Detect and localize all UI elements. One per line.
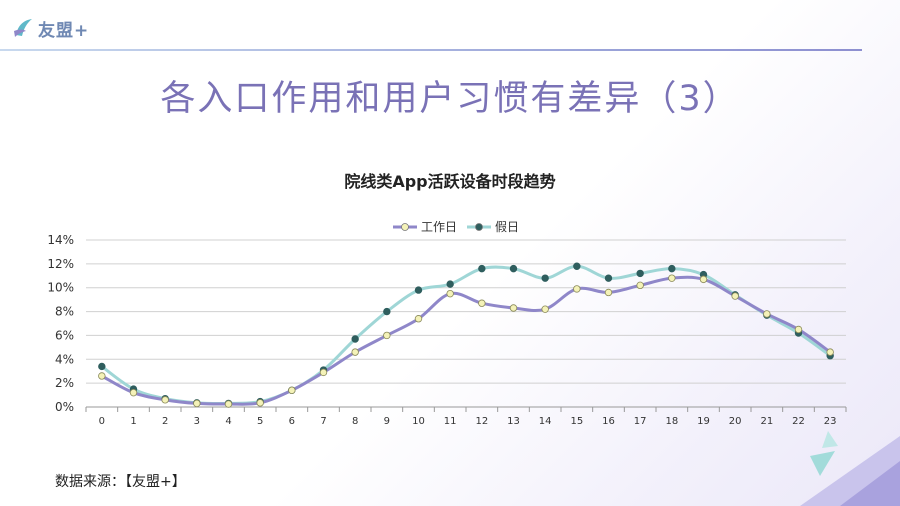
line-chart: 0%2%4%6%8%10%12%14%0 1 2 3 4 5 6 7 8 9 10 11 12 13 14 1… [47, 220, 847, 427]
y-tick-label: 4% [55, 352, 74, 366]
x-tick-label: 6 [289, 416, 295, 427]
data-point [604, 288, 613, 297]
data-point [351, 348, 359, 356]
data-point [794, 325, 803, 334]
data-point [604, 274, 613, 282]
data-point [826, 348, 834, 356]
x-tick-label: 3 [194, 416, 200, 427]
data-point [478, 299, 486, 307]
data-point [224, 400, 233, 408]
y-tick-label: 2% [55, 376, 74, 390]
data-point [699, 275, 708, 284]
x-tick-label: 4 [225, 416, 231, 427]
x-tick-label: 15 [570, 416, 583, 427]
x-tick-label: 19 [697, 416, 710, 427]
data-point [636, 281, 644, 290]
legend-swatch-marker [475, 223, 483, 231]
page-title: 各入口作用和用户习惯有差异（3） [160, 79, 740, 119]
x-tick-label: 0 [99, 416, 105, 427]
data-point [509, 264, 518, 273]
x-tick-label: 23 [824, 416, 837, 427]
data-point [383, 331, 391, 340]
data-point [763, 310, 771, 318]
data-point [668, 264, 676, 273]
data-source-note: 数据来源：【友盟+】 [55, 474, 186, 490]
logo-mark-icon [14, 19, 32, 37]
data-point [414, 286, 423, 294]
data-point [98, 362, 106, 371]
brand-logo: 友盟+ [12, 14, 89, 42]
x-tick-label: 8 [352, 416, 358, 427]
y-tick-label: 10% [47, 281, 74, 295]
x-tick-label: 10 [412, 416, 425, 427]
data-point [446, 289, 454, 298]
x-tick-label: 22 [792, 416, 805, 427]
data-point [478, 264, 486, 273]
x-tick-label: 12 [475, 416, 488, 427]
brand-name: 友盟+ [38, 20, 90, 41]
x-tick-label: 18 [665, 416, 678, 427]
x-tick-label: 21 [760, 416, 773, 427]
data-point [256, 399, 264, 407]
data-point [98, 372, 106, 380]
y-tick-label: 8% [55, 305, 74, 319]
x-tick-label: 16 [602, 416, 615, 427]
x-tick-label: 2 [162, 416, 168, 427]
data-point [541, 305, 549, 313]
data-point [731, 292, 739, 300]
data-point [636, 269, 644, 278]
data-point [668, 274, 676, 282]
y-tick-label: 6% [55, 328, 74, 342]
data-point [351, 335, 359, 343]
data-point [193, 399, 201, 408]
chart-title: 院线类App活跃设备时段趋势 [344, 172, 556, 191]
data-point [383, 307, 391, 316]
y-tick-label: 12% [47, 257, 74, 271]
x-tick-label: 13 [507, 416, 520, 427]
data-point [573, 285, 581, 293]
data-point [161, 396, 169, 404]
x-tick-label: 9 [384, 416, 390, 427]
y-tick-label: 14% [47, 233, 74, 247]
x-tick-label: 14 [539, 416, 552, 427]
series-line [101, 275, 832, 406]
data-point [414, 315, 423, 323]
data-point [319, 368, 328, 377]
data-point [446, 280, 454, 288]
x-tick-label: 5 [257, 416, 263, 427]
y-tick-label: 0% [55, 400, 74, 414]
header-divider [0, 49, 862, 51]
data-point [288, 386, 296, 394]
data-point [541, 274, 549, 282]
corner-decoration [800, 431, 900, 506]
legend-label: 工作日 [421, 220, 457, 234]
legend-label: 假日 [495, 220, 519, 234]
x-tick-label: 7 [320, 416, 326, 427]
data-point [509, 304, 518, 312]
data-point [573, 262, 581, 270]
x-tick-label: 17 [634, 416, 647, 427]
legend-swatch-marker [401, 223, 409, 231]
x-tick-label: 11 [444, 416, 457, 427]
x-tick-label: 20 [729, 416, 742, 427]
x-tick-label: 1 [130, 416, 136, 427]
data-point [129, 388, 138, 397]
